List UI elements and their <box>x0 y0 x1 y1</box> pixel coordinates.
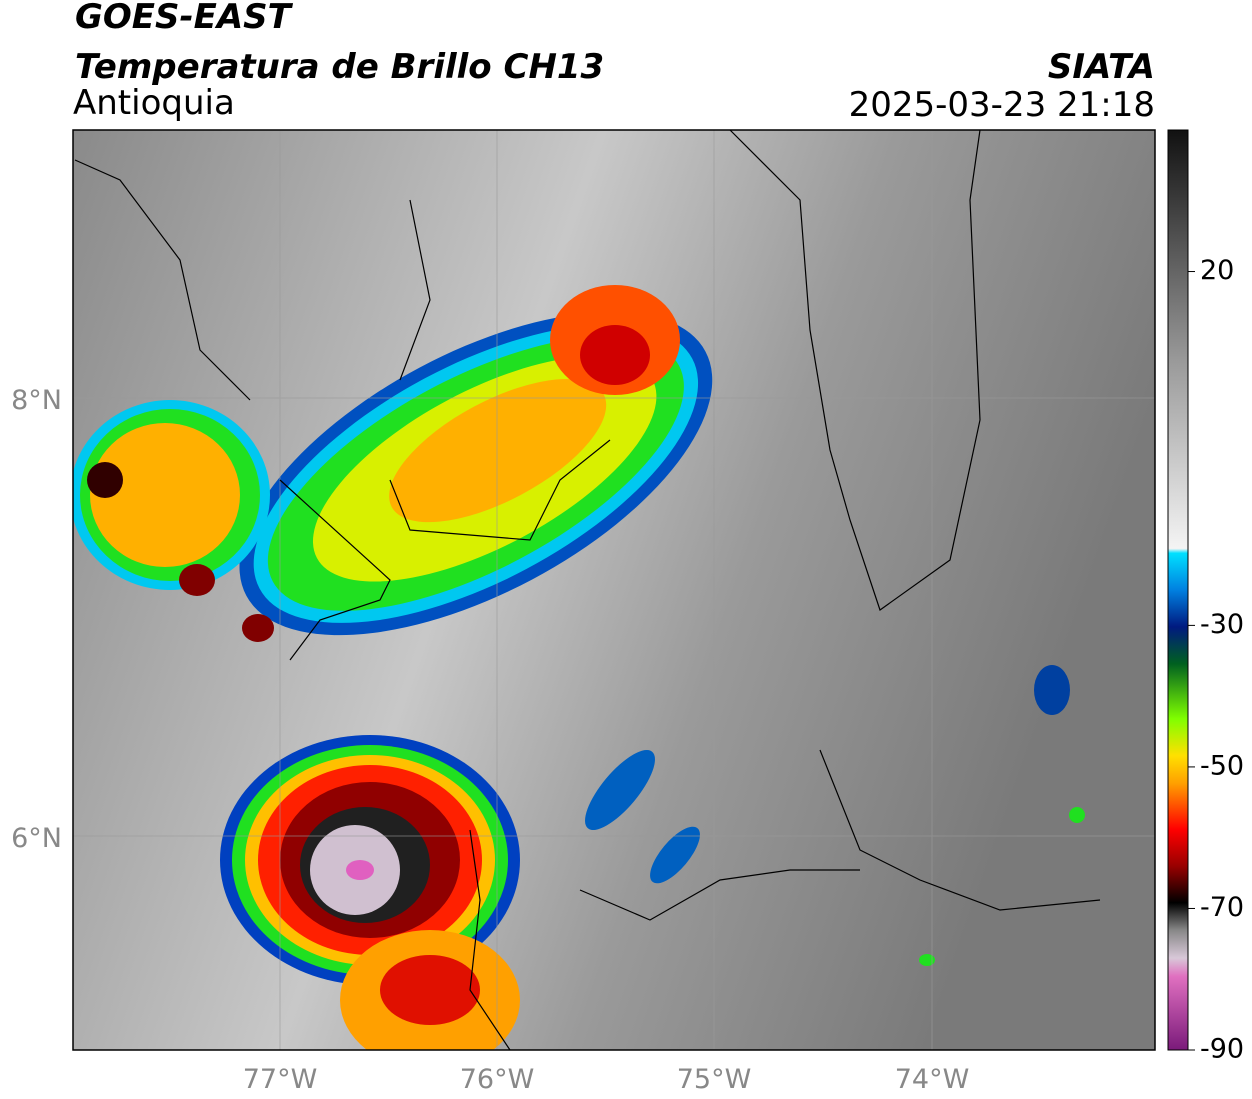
map-frame <box>72 129 1156 1051</box>
lon-label: 74°W <box>895 1064 970 1095</box>
lon-label: 77°W <box>243 1064 318 1095</box>
region: Antioquia <box>73 83 235 123</box>
source: SIATA <box>1048 47 1155 87</box>
colorbar-tick-label: -70 <box>1200 892 1244 923</box>
lat-label: 6°N <box>11 823 62 854</box>
colorbar-tick-label: 20 <box>1200 255 1234 286</box>
subtitle: Temperatura de Brillo CH13 <box>75 47 604 87</box>
colorbar-tick-label: -30 <box>1200 609 1244 640</box>
lon-label: 75°W <box>677 1064 752 1095</box>
colorbar-tick-label: -90 <box>1200 1034 1244 1065</box>
datetime: 2025-03-23 21:18 <box>849 85 1155 125</box>
lon-label: 76°W <box>460 1064 535 1095</box>
title: GOES-EAST <box>75 0 294 37</box>
colorbar-tick-label: -50 <box>1200 750 1244 781</box>
colorbar-ticks: 20 -30 -50 -70 -90 <box>1188 255 1244 1065</box>
lat-label: 8°N <box>11 385 62 416</box>
map-image <box>73 130 1155 1050</box>
colorbar <box>1167 129 1189 1051</box>
